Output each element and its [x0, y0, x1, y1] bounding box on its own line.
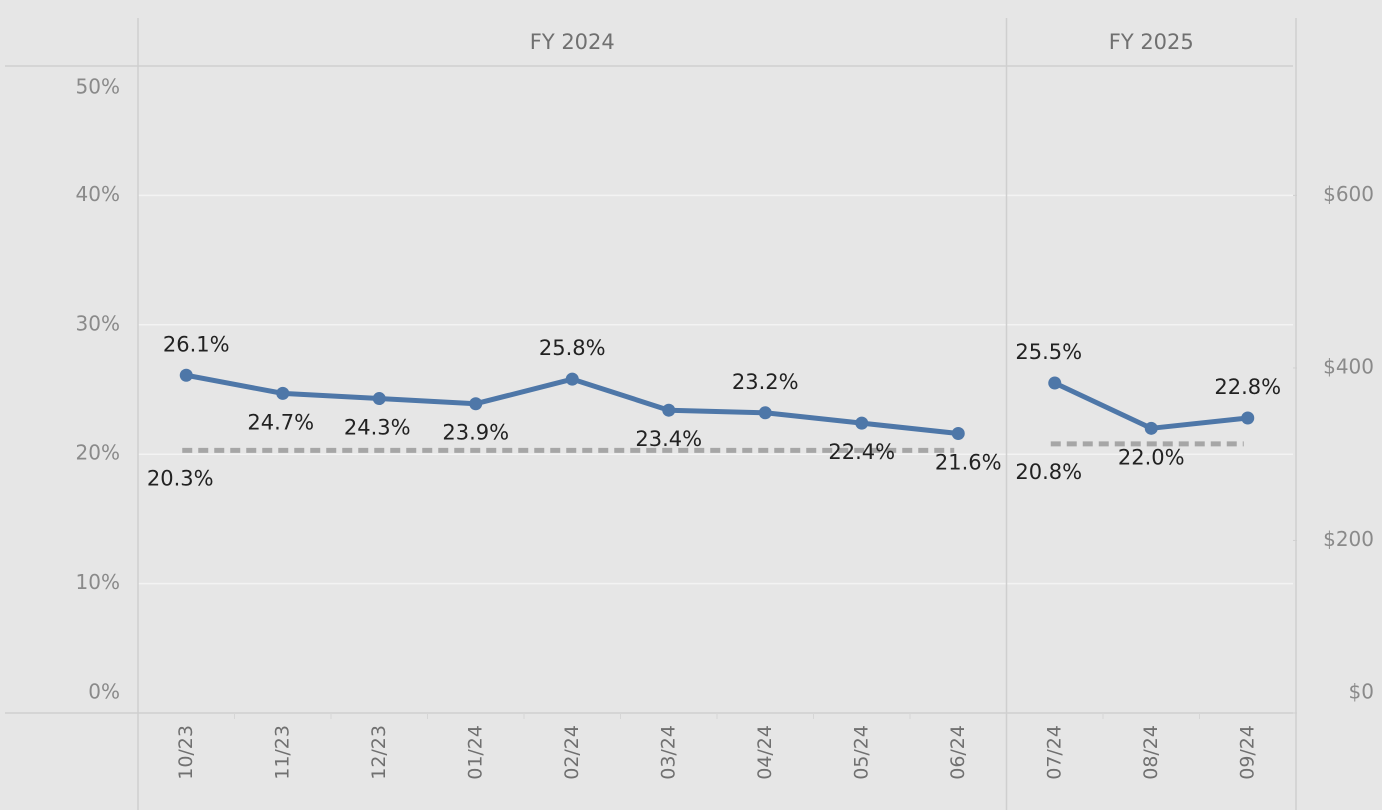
x-tick-label: 12/23: [368, 725, 390, 780]
reference-label: 20.3%: [147, 466, 214, 490]
x-tick-label: 06/24: [947, 725, 969, 780]
y-tick-label: 0%: [88, 680, 120, 704]
y2-tick-label: $400: [1323, 354, 1374, 378]
data-point: [662, 403, 676, 417]
data-label: 22.8%: [1214, 375, 1281, 399]
data-label: 24.3%: [344, 416, 411, 440]
data-label: 25.5%: [1015, 340, 1082, 364]
y-tick-label: 30%: [76, 311, 120, 335]
data-point: [1048, 376, 1062, 390]
x-tick-label: 03/24: [657, 725, 679, 780]
data-label: 22.0%: [1118, 445, 1185, 469]
data-label: 23.2%: [732, 370, 799, 394]
data-point: [276, 386, 290, 400]
x-tick-label: 08/24: [1140, 725, 1162, 780]
x-tick-label: 01/24: [464, 725, 486, 780]
data-point: [469, 397, 483, 411]
y2-tick-label: $0: [1349, 680, 1374, 704]
y-tick-label: 50%: [76, 75, 120, 99]
data-label: 25.8%: [539, 336, 606, 360]
data-label: 23.4%: [635, 427, 702, 451]
x-tick-label: 07/24: [1043, 725, 1065, 780]
data-point: [179, 368, 193, 382]
x-tick-label: 11/23: [271, 725, 293, 780]
y2-tick-label: $200: [1323, 527, 1374, 551]
x-tick-label: 09/24: [1236, 725, 1258, 780]
data-point: [1144, 421, 1158, 435]
y2-tick-label: $600: [1323, 182, 1374, 206]
x-tick-label: 10/23: [175, 725, 197, 780]
data-label: 24.7%: [247, 410, 314, 434]
x-tick-label: 02/24: [561, 725, 583, 780]
x-tick-label: 05/24: [850, 725, 872, 780]
data-label: 22.4%: [828, 440, 895, 464]
data-point: [758, 406, 772, 420]
data-point: [855, 416, 869, 430]
data-label: 21.6%: [935, 450, 1002, 474]
data-point: [1241, 411, 1255, 425]
x-tick-label: 04/24: [754, 725, 776, 780]
y-tick-label: 40%: [76, 182, 120, 206]
pane-header: FY 2024: [530, 30, 615, 54]
data-point: [565, 372, 579, 386]
y-tick-label: 20%: [76, 441, 120, 465]
reference-label: 20.8%: [1015, 460, 1082, 484]
y-tick-label: 10%: [76, 570, 120, 594]
data-label: 26.1%: [163, 332, 230, 356]
data-point: [372, 392, 386, 406]
pane-header: FY 2025: [1109, 30, 1194, 54]
data-label: 23.9%: [442, 421, 509, 445]
data-point: [951, 426, 965, 440]
